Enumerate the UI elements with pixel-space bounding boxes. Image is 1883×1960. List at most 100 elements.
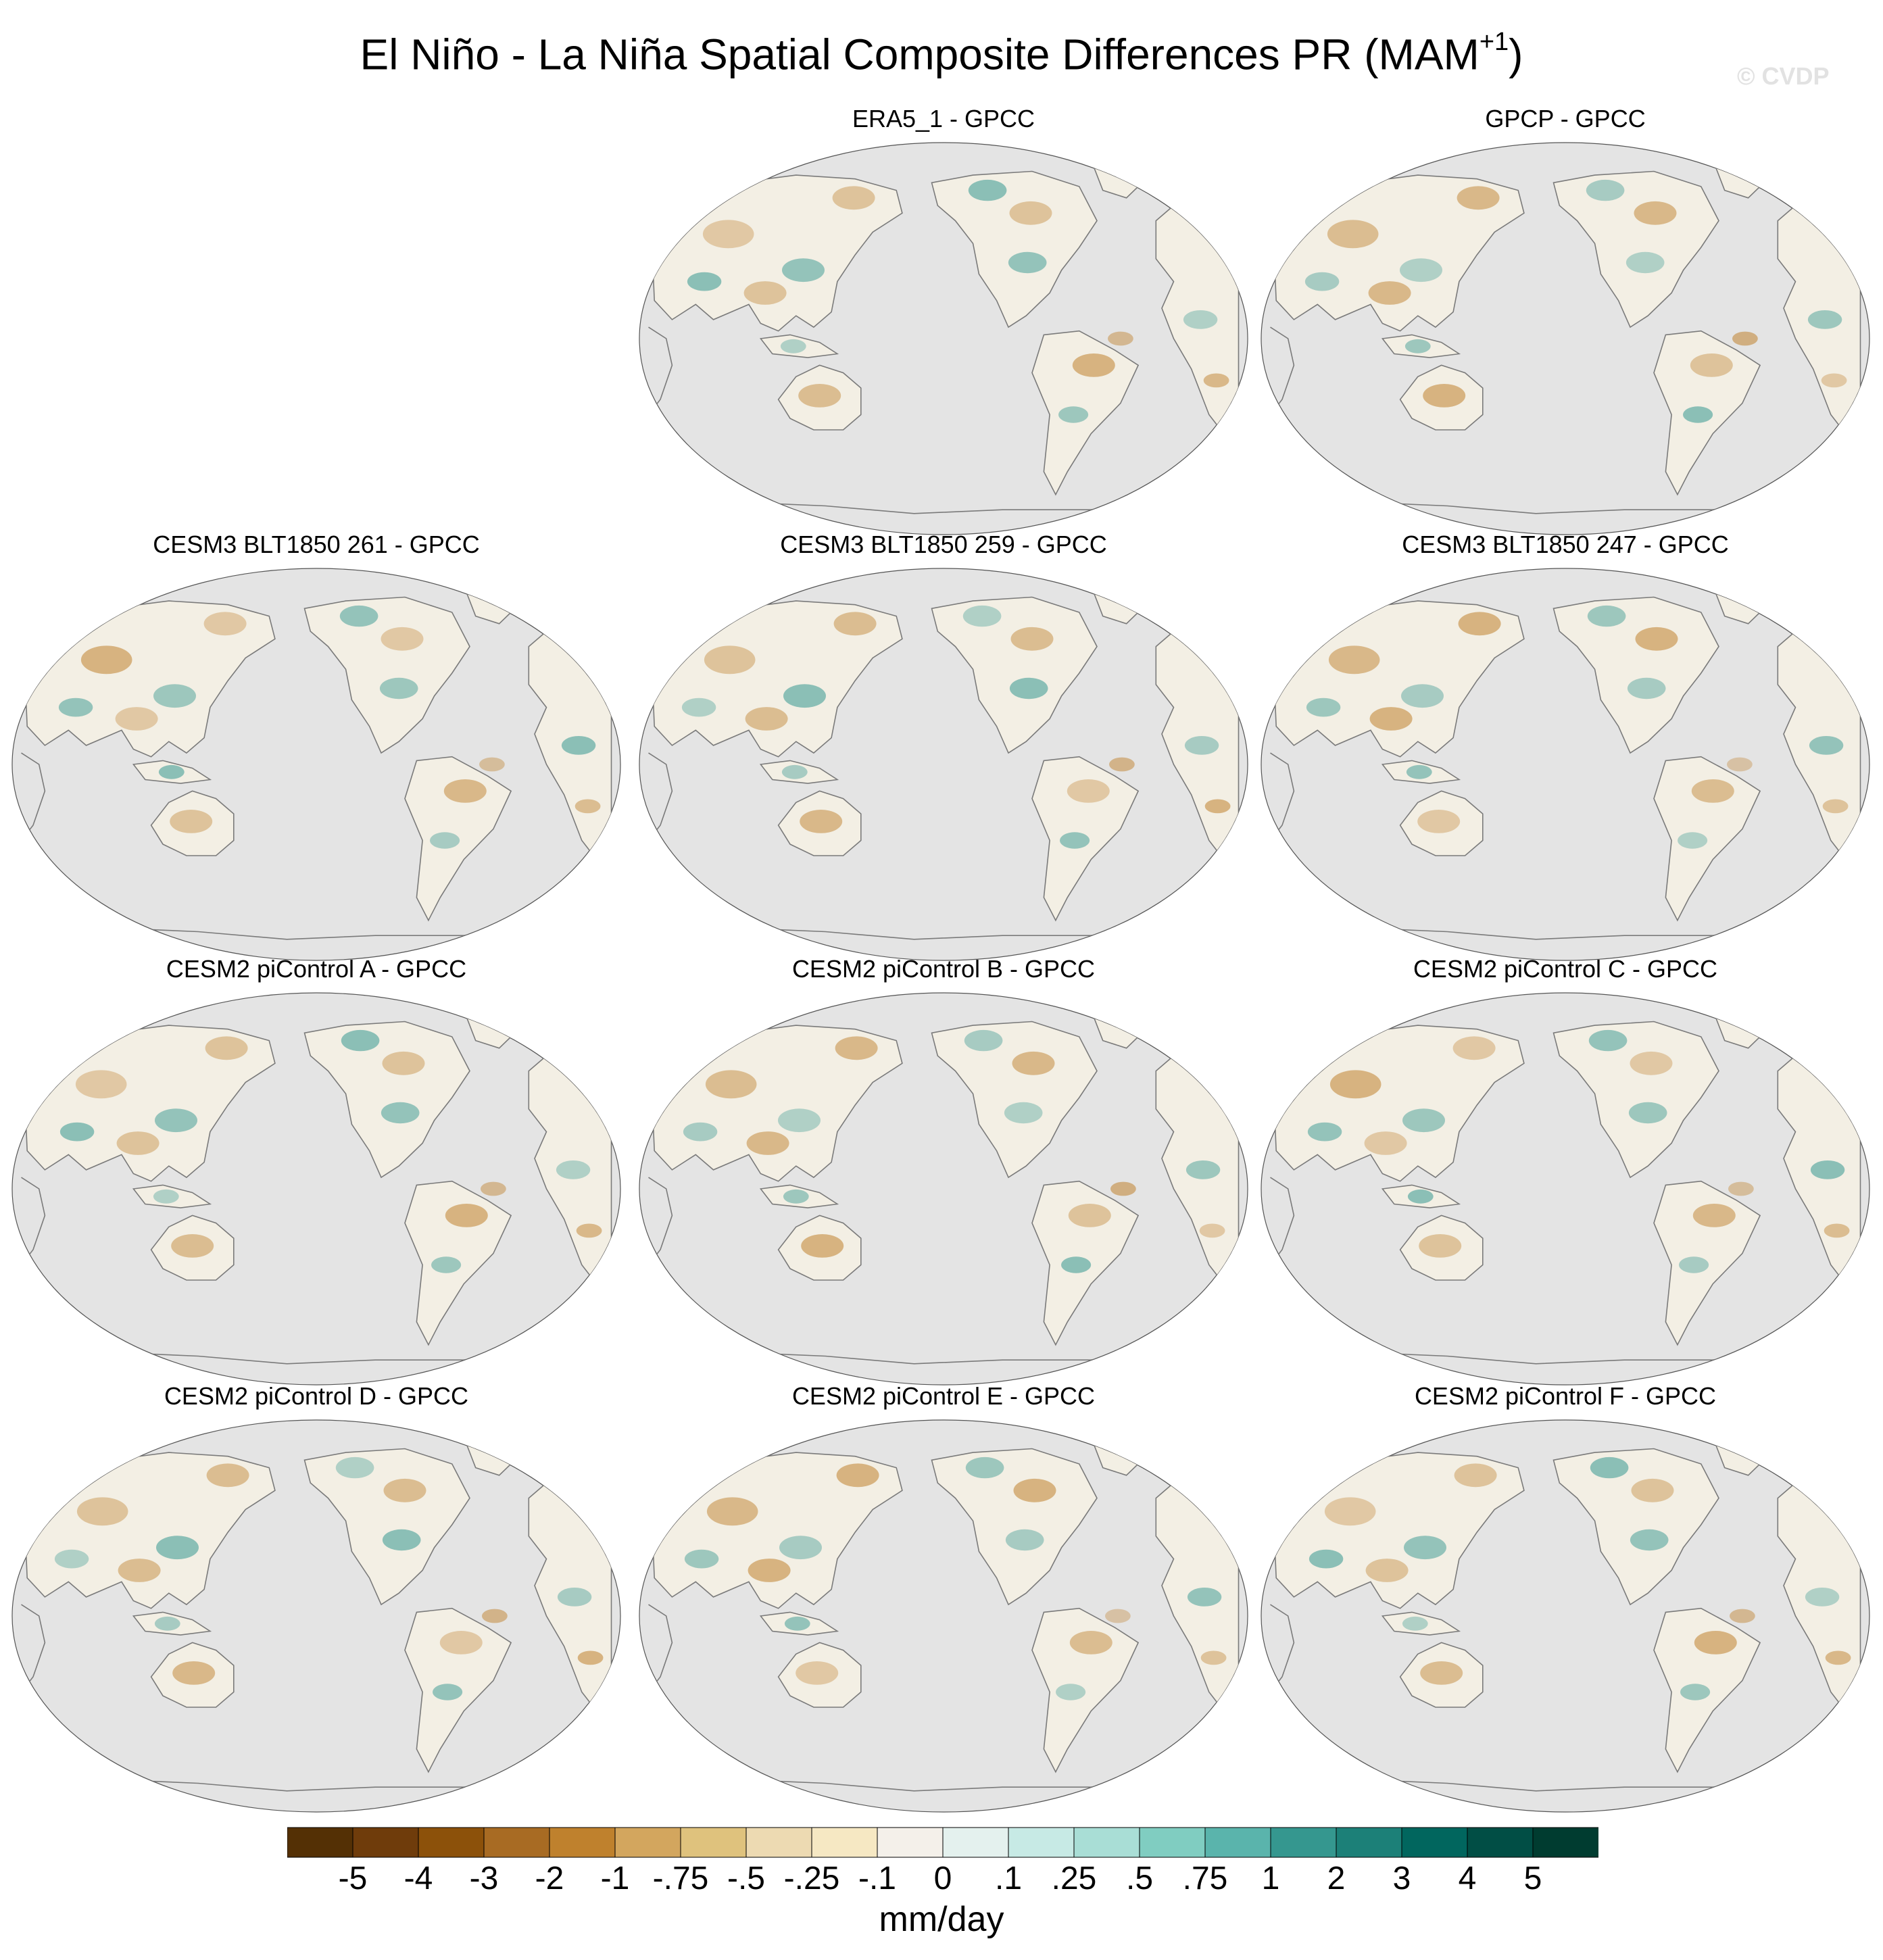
landmass-indonesia [759,334,839,358]
precip-anomaly-dry [1458,612,1501,636]
precip-anomaly-dry [1417,810,1461,833]
precip-anomaly-wet [341,1029,380,1052]
precip-anomaly-dry [80,645,132,675]
colorbar-swatch [352,1827,419,1858]
precip-anomaly-dry [798,384,841,408]
precip-anomaly-dry [205,1036,248,1060]
precip-anomaly-dry [1730,1609,1755,1623]
robinson-map [639,142,1248,535]
map-panel-cesm2-a: CESM2 piControl A - GPCC [8,955,625,1386]
precip-anomaly-dry [796,1661,839,1685]
colorbar-tick-label: -5 [338,1861,368,1896]
precip-anomaly-dry [1454,1463,1497,1488]
panel-title: CESM3 BLT1850 247 - GPCC [1402,531,1729,558]
precip-anomaly-wet [557,1588,592,1607]
colorbar-tick-label: 4 [1458,1861,1477,1896]
map-panel-cesm2-c: CESM2 piControl C - GPCC [1257,955,1874,1386]
landmass-indonesia [759,760,839,784]
precip-anomaly-wet [1058,406,1089,423]
robinson-map [1261,142,1870,535]
landmass-nAmerica [931,170,1098,328]
landmass-sAmerica [1653,1180,1761,1346]
precip-anomaly-wet [382,1529,421,1551]
precip-anomaly-wet [1005,1529,1044,1551]
robinson-map [11,568,621,961]
precip-anomaly-dry [1694,1631,1737,1655]
landmass-indonesia [759,1184,839,1208]
precip-anomaly-dry [1419,1234,1462,1258]
precip-anomaly-dry [482,1609,508,1623]
precip-anomaly-wet [1060,832,1090,849]
precip-anomaly-wet [778,1108,821,1133]
precip-anomaly-dry [1825,1650,1851,1665]
precip-anomaly-wet [962,605,1002,627]
precip-anomaly-dry [481,1181,506,1196]
precip-anomaly-wet [1185,1160,1221,1179]
landmass-asia [24,1452,276,1609]
colorbar-swatch [549,1827,616,1858]
colorbar-tick-label: -.1 [858,1861,896,1896]
map-panel-cesm2-d: CESM2 piControl D - GPCC [8,1382,625,1813]
colorbar-swatch [483,1827,550,1858]
precip-anomaly-wet [783,684,826,708]
precip-anomaly-dry [1727,757,1753,772]
precip-anomaly-dry [383,1478,426,1502]
precip-anomaly-dry [748,1559,791,1582]
colorbar-tick-label: 3 [1392,1861,1411,1896]
landmass-asia [1273,1025,1525,1182]
robinson-map [639,568,1248,961]
colorbar-tick-label: 5 [1523,1861,1542,1896]
robinson-map [1261,568,1870,961]
landmass-asia [1273,1452,1525,1609]
panel-title: CESM3 BLT1850 261 - GPCC [153,531,480,558]
precip-anomaly-dry [172,1661,216,1685]
precip-anomaly-wet [1810,1160,1845,1179]
colorbar-swatch [1401,1827,1468,1858]
precip-anomaly-dry [76,1497,128,1526]
landmass-sAmerica [1653,1607,1761,1773]
robinson-map [11,1419,621,1813]
landmass-indonesia [1381,1611,1461,1636]
precip-anomaly-wet [1304,272,1340,291]
precip-anomaly-dry [1108,331,1133,346]
colorbar-swatch [1139,1827,1206,1858]
precip-anomaly-dry [746,1131,789,1155]
landmass-asia [24,1025,276,1182]
colorbar-tick-label: .75 [1182,1861,1228,1896]
precip-anomaly-dry [1068,1204,1111,1227]
landmass-sAmerica [1031,1607,1140,1773]
precip-anomaly-wet [156,1536,199,1560]
colorbar-tick-label: -1 [600,1861,630,1896]
precip-anomaly-wet [681,697,716,717]
colorbar-swatch [942,1827,1009,1858]
precip-anomaly-dry [1822,799,1849,814]
colorbar-swatch [1467,1827,1534,1858]
map-panel-cesm2-f: CESM2 piControl F - GPCC [1257,1382,1874,1813]
precip-anomaly-wet [1056,1684,1086,1700]
precip-anomaly-dry [706,1497,758,1526]
precip-anomaly-dry [116,1131,160,1155]
colorbar-tick-label: -.5 [727,1861,765,1896]
precip-anomaly-dry [576,1223,602,1238]
precip-anomaly-dry [1009,201,1052,225]
robinson-map [11,992,621,1386]
precip-anomaly-dry [577,1650,604,1665]
robinson-map [1261,1419,1870,1813]
panel-title: CESM2 piControl C - GPCC [1413,955,1718,983]
precip-anomaly-wet [1009,677,1048,700]
precip-anomaly-dry [1072,353,1115,377]
precip-anomaly-wet [1625,251,1665,274]
map-panel-cesm2-e: CESM2 piControl E - GPCC [635,1382,1252,1813]
precip-anomaly-wet [153,684,196,708]
precip-anomaly-wet [1404,339,1431,353]
precip-anomaly-wet [783,1189,809,1204]
precip-anomaly-dry [1204,799,1231,814]
precip-anomaly-wet [59,1122,95,1142]
precip-anomaly-dry [115,707,158,731]
precip-anomaly-wet [1678,832,1708,849]
precip-anomaly-wet [1187,1588,1222,1607]
landmass-asia [1273,600,1525,758]
precip-anomaly-dry [1631,1478,1674,1502]
precip-anomaly-wet [1309,1549,1344,1569]
precip-anomaly-wet [1400,258,1442,283]
